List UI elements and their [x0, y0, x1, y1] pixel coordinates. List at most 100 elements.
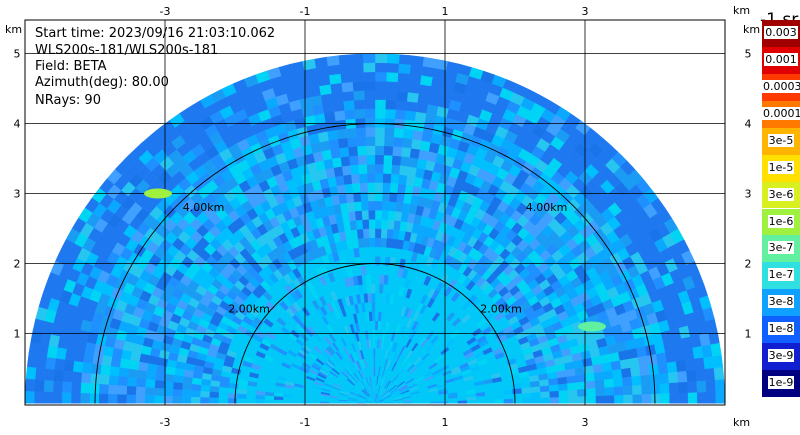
colorbar-bin: 1e-6 — [762, 208, 800, 236]
heatmap-cell — [199, 397, 210, 404]
heatmap-cell — [361, 209, 369, 220]
heatmap-cell — [354, 210, 363, 221]
heatmap-cell — [282, 396, 293, 401]
heatmap-cell — [365, 265, 371, 276]
heatmap-cell — [400, 146, 412, 158]
heatmap-cell — [319, 401, 330, 404]
heatmap-cell — [190, 396, 201, 404]
heatmap-cell — [395, 192, 405, 204]
heatmap-cell — [374, 265, 381, 275]
heatmap-cell — [44, 357, 57, 371]
heatmap-cell — [379, 246, 387, 257]
heatmap-cell — [126, 377, 138, 388]
heatmap-cell — [696, 391, 707, 404]
heatmap-cell — [54, 358, 66, 372]
start-time-text: Start time: 2023/09/16 21:03:10.062 — [35, 26, 276, 41]
heatmap-cell — [363, 237, 370, 248]
heatmap-cell — [531, 397, 542, 404]
heatmap-cell — [245, 398, 256, 404]
heatmap-cell — [382, 163, 392, 175]
heatmap-cell — [586, 387, 597, 397]
heatmap-cell — [352, 90, 365, 101]
heatmap-cell — [30, 330, 42, 345]
heatmap-cell — [419, 140, 431, 152]
heatmap-cell — [695, 368, 707, 382]
heatmap-cell — [70, 392, 81, 404]
heatmap-cell — [567, 382, 578, 391]
heatmap-cell — [53, 369, 64, 382]
heatmap-cell — [604, 386, 615, 396]
heatmap-cell — [410, 138, 422, 150]
heatmap-cell — [377, 320, 382, 331]
heatmap-cell — [218, 386, 229, 394]
heatmap-cell — [326, 55, 340, 67]
heatmap-cell — [55, 347, 67, 361]
heatmap-cell — [385, 90, 398, 101]
heatmap-cell — [383, 136, 394, 147]
heatmap-cell — [82, 352, 95, 365]
heatmap-cell — [34, 379, 45, 393]
heatmap-cell — [396, 81, 409, 93]
heatmap-cell — [374, 80, 387, 91]
heatmap-cell — [385, 237, 393, 249]
unit-label: km — [5, 23, 22, 36]
heatmap-cell — [181, 396, 192, 404]
heatmap-cell — [374, 53, 388, 64]
heatmap-cell — [364, 117, 376, 128]
heatmap-cell — [347, 402, 357, 404]
instrument-text: WLS200s-181/WLS200s-181 — [35, 43, 219, 58]
heatmap-cell — [80, 392, 90, 404]
heatmap-cell — [378, 283, 384, 294]
heatmap-cell — [363, 80, 376, 91]
heatmap-cell — [383, 154, 393, 165]
heatmap-cell — [333, 110, 346, 122]
heatmap-cell — [407, 82, 421, 94]
heatmap-cell — [209, 380, 221, 388]
range-ring-label: 2.00km — [228, 303, 270, 316]
heatmap-cell — [683, 347, 695, 361]
heatmap-cell — [365, 145, 376, 156]
heatmap-cell — [405, 175, 416, 187]
heatmap-cell — [374, 62, 388, 73]
unit-label: km — [733, 4, 750, 17]
heatmap-cell — [365, 274, 372, 285]
colorbar-label: 3e-6 — [767, 187, 795, 201]
heatmap-cell — [622, 376, 633, 387]
range-ring-label: 4.00km — [526, 201, 568, 214]
heatmap-cell — [110, 356, 122, 368]
heatmap-cell — [301, 58, 317, 71]
heatmap-cell — [363, 90, 376, 100]
azimuth-text: Azimuth(deg): 80.00 — [35, 75, 169, 90]
heatmap-cell — [639, 364, 651, 376]
heatmap-cell — [368, 237, 376, 248]
heatmap-cell — [367, 209, 376, 220]
y-tick-label: 3 — [14, 188, 21, 201]
heatmap-cell — [503, 393, 514, 400]
heatmap-cell — [301, 400, 311, 404]
heatmap-cell — [218, 397, 228, 404]
heatmap-cell — [236, 388, 248, 395]
heatmap-cell — [374, 274, 380, 284]
heatmap-cell — [135, 394, 146, 404]
heatmap-cell — [81, 362, 93, 374]
heatmap-cell — [401, 137, 413, 149]
heatmap-cell — [530, 385, 541, 393]
heatmap-cell — [612, 377, 624, 388]
colorbar-bin: 1e-9 — [762, 370, 800, 397]
heatmap-cell — [383, 274, 389, 285]
heatmap-cell — [397, 174, 408, 185]
colorbar-bin: 3e-9 — [762, 343, 800, 371]
heatmap-cell — [191, 377, 202, 386]
heatmap-cell — [329, 147, 341, 159]
heatmap-cell — [397, 63, 411, 74]
heatmap-cell — [408, 73, 422, 85]
colorbar-bin: 0.003 — [762, 20, 800, 47]
heatmap-cell — [687, 391, 698, 404]
heatmap-cell — [374, 99, 386, 110]
heatmap-cell — [549, 390, 560, 398]
heatmap-cell — [164, 366, 176, 376]
heatmap-cell — [641, 393, 652, 404]
heatmap-cell — [409, 64, 423, 76]
heatmap-cell — [381, 200, 390, 211]
heatmap-cell — [365, 126, 376, 137]
